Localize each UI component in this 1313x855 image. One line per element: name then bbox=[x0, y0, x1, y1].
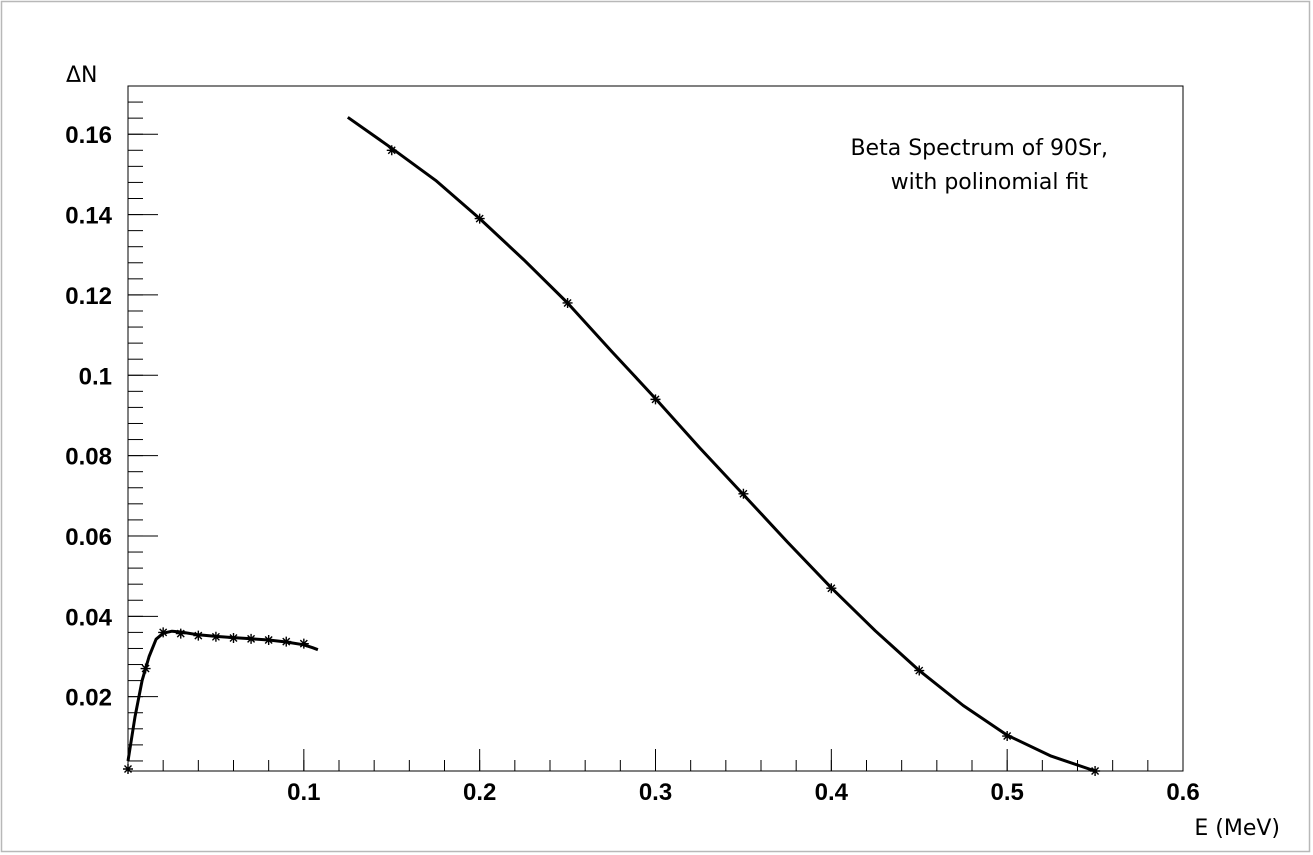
data-point bbox=[175, 628, 186, 639]
data-point bbox=[826, 583, 837, 594]
fit-curve-2 bbox=[346, 116, 1096, 773]
data-point bbox=[1002, 731, 1013, 742]
y-tick-label: 0.12 bbox=[65, 283, 112, 310]
y-major-ticks bbox=[128, 133, 158, 698]
y-tick-label: 0.16 bbox=[65, 122, 112, 149]
data-point bbox=[140, 663, 151, 674]
y-tick-label: 0.04 bbox=[65, 604, 112, 631]
legend-line-1: Beta Spectrum of 90Sr, bbox=[850, 136, 1108, 161]
x-tick-label: 0.3 bbox=[639, 779, 672, 806]
y-tick-label: 0.1 bbox=[79, 363, 112, 390]
y-axis-title: ΔN bbox=[66, 63, 98, 88]
x-tick-label: 0.4 bbox=[815, 779, 849, 806]
data-point bbox=[298, 638, 309, 649]
data-point bbox=[738, 488, 749, 499]
data-point bbox=[1090, 766, 1101, 776]
data-point bbox=[263, 635, 274, 646]
y-tick-label: 0.06 bbox=[65, 524, 112, 551]
data-point bbox=[650, 394, 661, 405]
data-markers bbox=[123, 145, 1101, 776]
x-axis-title: E (MeV) bbox=[1194, 816, 1280, 841]
data-point bbox=[386, 145, 397, 156]
y-tick-label: 0.08 bbox=[65, 444, 112, 471]
x-tick-label: 0.5 bbox=[990, 779, 1023, 806]
y-tick-labels: 0.02 0.04 0.06 0.08 0.1 0.12 0.14 0.16 bbox=[65, 122, 112, 711]
data-point bbox=[281, 636, 292, 647]
data-point bbox=[562, 297, 573, 308]
x-tick-label: 0.6 bbox=[1166, 779, 1199, 806]
y-tick-label: 0.14 bbox=[65, 203, 112, 230]
data-point bbox=[246, 633, 257, 644]
legend: Beta Spectrum of 90Sr, with polinomial f… bbox=[850, 136, 1108, 195]
data-point bbox=[210, 631, 221, 642]
data-point bbox=[474, 213, 485, 224]
legend-line-2: with polinomial fit bbox=[891, 170, 1089, 195]
x-tick-label: 0.1 bbox=[287, 779, 320, 806]
data-point bbox=[228, 633, 239, 644]
y-tick-label: 0.02 bbox=[65, 685, 112, 712]
data-point bbox=[914, 665, 925, 676]
data-point bbox=[123, 763, 133, 774]
x-tick-labels: 0.1 0.2 0.3 0.4 0.5 0.6 bbox=[287, 779, 1200, 806]
x-tick-label: 0.2 bbox=[463, 779, 496, 806]
data-point bbox=[158, 627, 169, 638]
x-major-ticks bbox=[303, 749, 1184, 771]
data-point bbox=[193, 630, 204, 641]
